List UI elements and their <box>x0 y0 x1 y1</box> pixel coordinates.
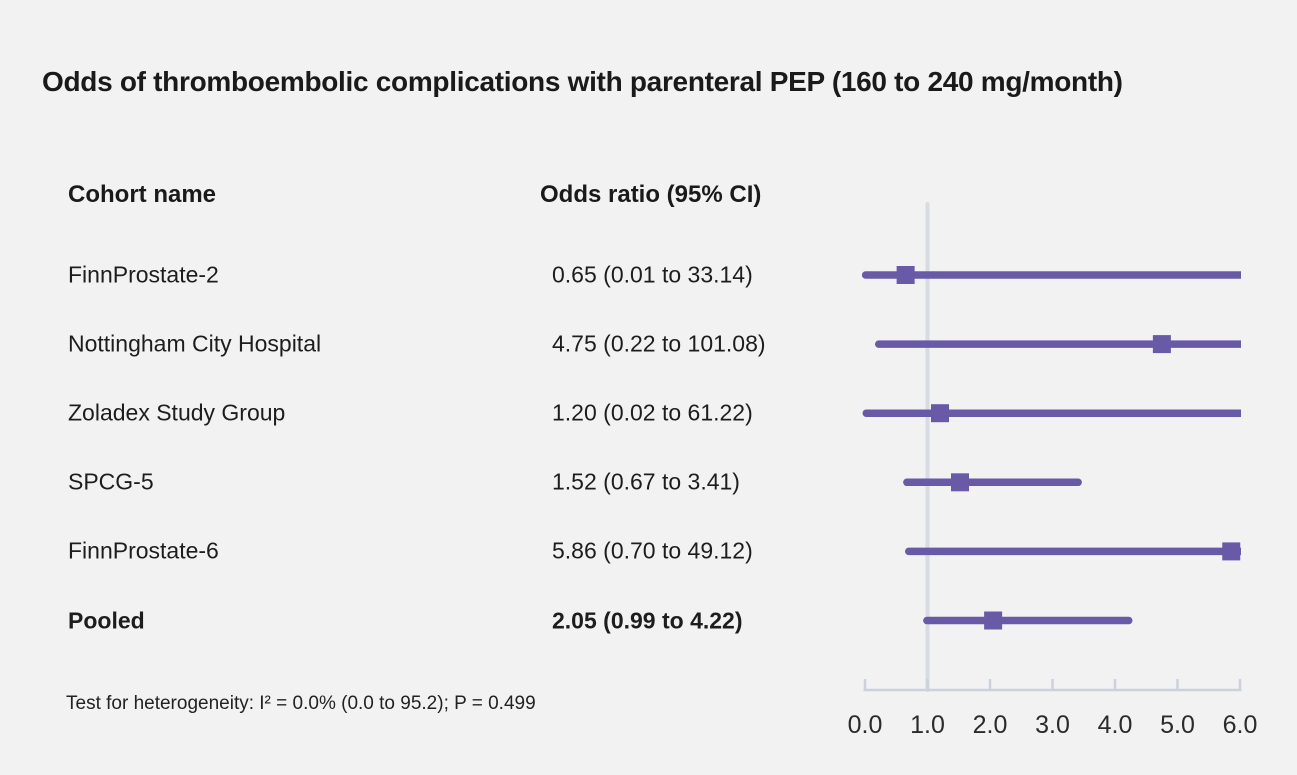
odds-ratio-value: 4.75 (0.22 to 101.08) <box>552 330 766 357</box>
chart-title: Odds of thromboembolic complications wit… <box>42 66 1123 97</box>
ci-lines-group <box>861 266 1241 630</box>
or-marker <box>984 611 1003 630</box>
cohort-name: FinnProstate-2 <box>68 261 219 288</box>
column-header-odds-ratio: Odds ratio (95% CI) <box>540 181 762 208</box>
or-marker <box>931 404 949 423</box>
or-marker <box>1152 335 1171 354</box>
odds-ratio-value: 1.20 (0.02 to 61.22) <box>552 399 753 426</box>
tick-label: 3.0 <box>1035 711 1070 739</box>
or-marker <box>951 473 969 492</box>
tick-label: 6.0 <box>1223 711 1258 739</box>
cohort-name: SPCG-5 <box>68 468 154 495</box>
tick-label: 4.0 <box>1098 711 1133 739</box>
or-marker <box>896 266 915 284</box>
or-marker <box>1222 542 1241 561</box>
odds-ratio-value: 5.86 (0.70 to 49.12) <box>552 537 753 564</box>
column-header-cohort: Cohort name <box>68 181 217 208</box>
odds-ratio-value: 1.52 (0.67 to 3.41) <box>552 468 740 495</box>
heterogeneity-note: Test for heterogeneity: I² = 0.0% (0.0 t… <box>66 693 536 714</box>
cohort-name: FinnProstate-6 <box>68 537 219 564</box>
odds-ratio-value: 2.05 (0.99 to 4.22) <box>552 607 743 633</box>
tick-label: 2.0 <box>973 711 1008 739</box>
tick-label: 0.0 <box>848 711 883 739</box>
odds-ratio-value: 0.65 (0.01 to 33.14) <box>552 261 753 288</box>
cohort-name: Zoladex Study Group <box>68 399 286 426</box>
cohort-name: Pooled <box>68 607 145 633</box>
tick-label: 5.0 <box>1160 711 1195 739</box>
tick-label: 1.0 <box>910 711 945 739</box>
cohort-name: Nottingham City Hospital <box>68 330 322 357</box>
